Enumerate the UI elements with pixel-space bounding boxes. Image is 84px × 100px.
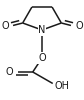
Text: O: O	[1, 21, 9, 31]
Text: OH: OH	[55, 81, 70, 91]
Text: N: N	[38, 25, 46, 35]
Text: O: O	[38, 53, 46, 63]
Text: O: O	[75, 21, 83, 31]
Text: O: O	[5, 67, 13, 77]
